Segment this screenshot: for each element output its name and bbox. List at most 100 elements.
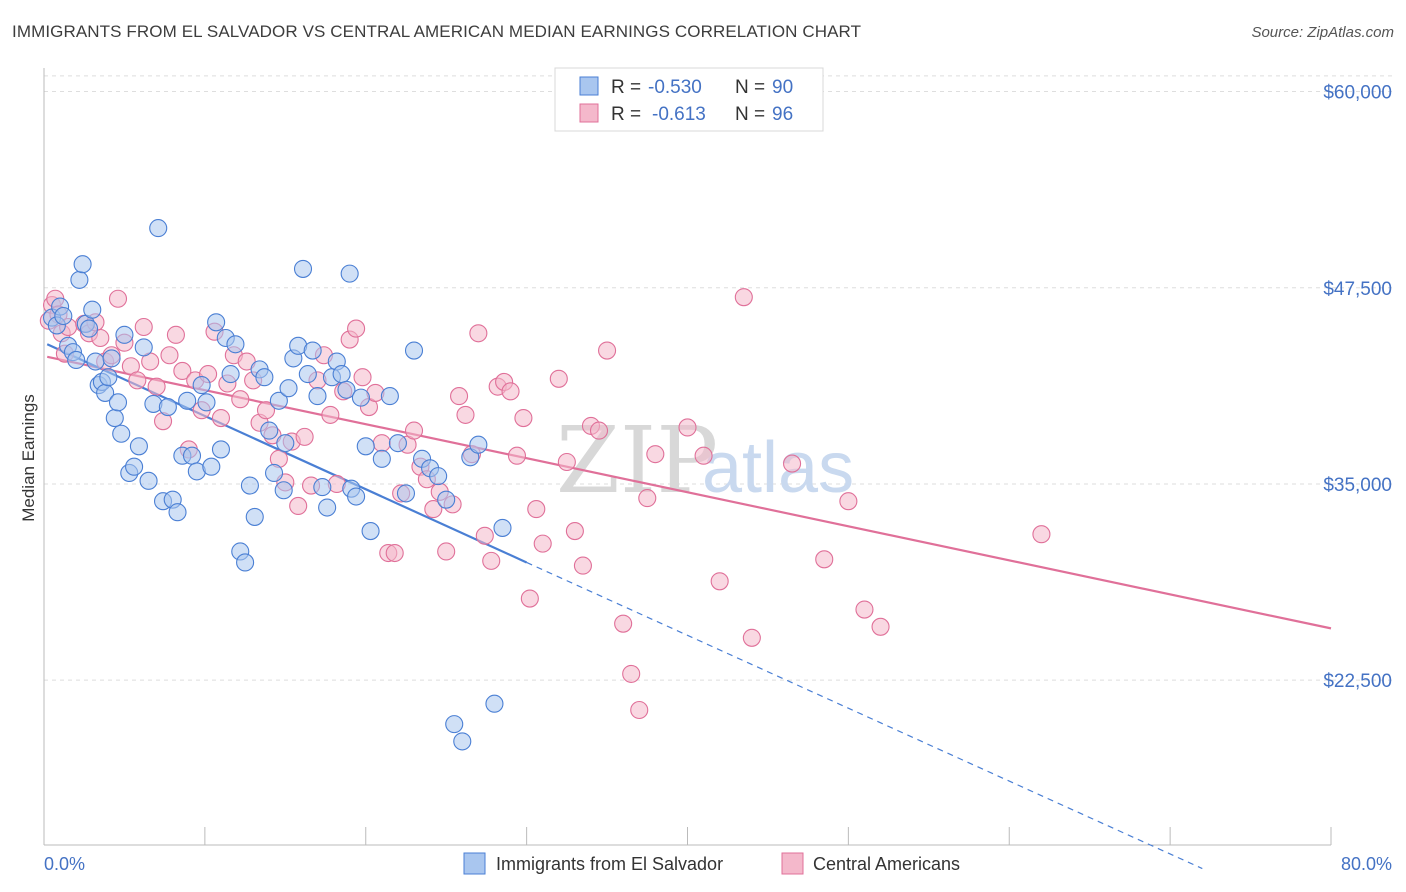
legend-swatch-pink — [579, 103, 599, 123]
data-point-el-salvador — [197, 393, 216, 412]
data-point-el-salvador — [70, 270, 89, 289]
data-point-el-salvador — [139, 471, 158, 490]
legend-n-value-blue: 90 — [772, 77, 793, 98]
data-point-el-salvador — [347, 487, 366, 506]
data-point-central-americans — [710, 572, 729, 591]
data-point-el-salvador — [112, 424, 131, 443]
data-point-el-salvador — [207, 313, 226, 332]
data-point-central-americans — [507, 446, 527, 465]
data-point-central-americans — [871, 617, 890, 636]
data-point-central-americans — [108, 289, 128, 308]
trend-line-pink — [46, 355, 1332, 630]
data-point-central-americans — [231, 390, 250, 409]
data-point-el-salvador — [236, 553, 255, 572]
chart-source: Source: ZipAtlas.com — [1251, 24, 1394, 41]
data-point-el-salvador — [168, 503, 187, 522]
data-point-central-americans — [646, 445, 665, 464]
y-axis-label: Median Earnings — [19, 394, 38, 522]
data-point-central-americans — [533, 534, 552, 553]
data-point-central-americans — [166, 325, 185, 344]
trend-line-blue — [46, 343, 528, 564]
data-point-el-salvador — [255, 368, 274, 387]
data-point-central-americans — [549, 369, 568, 388]
data-point-central-americans — [783, 454, 802, 473]
data-point-central-americans — [630, 700, 649, 720]
data-point-central-americans — [622, 664, 641, 683]
data-point-el-salvador — [265, 463, 284, 483]
data-point-el-salvador — [298, 365, 317, 384]
data-point-el-salvador — [108, 393, 128, 412]
series-immigrants-el-salvador — [42, 219, 512, 751]
data-point-central-americans — [501, 382, 520, 401]
data-point-central-americans — [385, 543, 404, 563]
data-point-central-americans — [321, 405, 340, 424]
watermark-atlas: atlas — [702, 428, 854, 508]
legend-bottom-swatch-blue — [463, 852, 486, 875]
data-point-el-salvador — [192, 376, 211, 395]
data-point-central-americans — [456, 405, 475, 424]
data-point-central-americans — [256, 401, 276, 420]
data-point-el-salvador — [129, 437, 148, 456]
legend-r-label-blue: R = — [611, 77, 641, 98]
data-point-el-salvador — [332, 365, 351, 384]
data-point-el-salvador — [453, 732, 472, 751]
y-tick-label: $22,500 — [1323, 671, 1392, 692]
data-point-central-americans — [855, 600, 874, 619]
data-point-el-salvador — [356, 437, 375, 456]
chart-title: IMMIGRANTS FROM EL SALVADOR VS CENTRAL A… — [12, 22, 862, 41]
data-point-el-salvador — [274, 481, 293, 500]
data-point-central-americans — [520, 589, 539, 608]
data-point-central-americans — [589, 421, 609, 440]
data-point-central-americans — [134, 317, 153, 337]
data-point-central-americans — [404, 421, 424, 440]
data-point-el-salvador — [493, 518, 512, 537]
data-point-el-salvador — [67, 350, 86, 370]
data-point-central-americans — [598, 341, 617, 360]
legend-n-value-pink: 96 — [772, 104, 793, 125]
data-point-el-salvador — [308, 387, 327, 406]
data-point-el-salvador — [437, 490, 456, 509]
data-point-central-americans — [527, 500, 546, 519]
data-point-central-americans — [347, 319, 366, 338]
y-axis-tick-labels: $22,500 $35,000 $47,500 $60,000 — [1323, 83, 1392, 693]
data-point-el-salvador — [340, 264, 359, 283]
data-point-el-salvador — [79, 319, 99, 338]
data-point-el-salvador — [54, 306, 73, 326]
data-point-el-salvador — [313, 478, 332, 497]
data-point-central-americans — [173, 361, 192, 381]
data-point-el-salvador — [125, 457, 144, 476]
data-point-el-salvador — [226, 335, 245, 354]
x-tick-label-min: 0.0% — [44, 854, 85, 874]
legend-box — [554, 67, 824, 132]
data-point-central-americans — [211, 408, 231, 428]
data-point-central-americans — [128, 371, 147, 390]
data-point-el-salvador — [83, 300, 102, 319]
legend-r-label-pink: R = — [611, 104, 641, 125]
data-point-el-salvador — [396, 484, 416, 503]
legend-r-value-blue: -0.530 — [648, 77, 702, 98]
data-point-central-americans — [638, 489, 657, 508]
data-point-el-salvador — [158, 398, 177, 417]
data-point-el-salvador — [351, 388, 370, 407]
data-point-central-americans — [557, 452, 576, 472]
data-point-el-salvador — [429, 467, 448, 486]
data-point-el-salvador — [134, 338, 153, 357]
data-point-central-americans — [839, 492, 858, 511]
data-point-central-americans — [815, 550, 834, 569]
data-point-el-salvador — [149, 219, 168, 238]
data-point-central-americans — [475, 526, 494, 545]
data-point-el-salvador — [240, 476, 259, 495]
legend-n-label-pink: N = — [735, 104, 765, 125]
data-point-central-americans — [514, 408, 533, 428]
data-point-el-salvador — [372, 449, 391, 468]
data-point-el-salvador — [388, 434, 407, 453]
data-point-el-salvador — [269, 391, 288, 410]
data-point-el-salvador — [178, 391, 197, 410]
data-point-el-salvador — [276, 434, 295, 453]
data-point-el-salvador — [337, 380, 356, 399]
data-point-el-salvador — [211, 440, 231, 459]
series-central-americans — [39, 288, 1051, 720]
data-point-central-americans — [353, 368, 372, 387]
data-point-central-americans — [734, 288, 753, 307]
legend-r-value-pink: -0.613 — [652, 104, 706, 125]
